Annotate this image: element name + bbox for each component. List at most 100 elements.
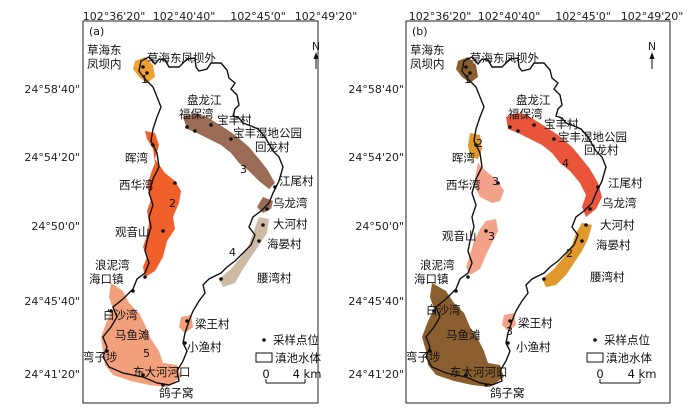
svg-text:4 km: 4 km (293, 367, 322, 381)
place-label: 草海东凤坝外 (470, 51, 539, 65)
svg-text:102°49'20": 102°49'20" (295, 10, 358, 23)
zone-2-fill-b (542, 223, 592, 287)
svg-text:102°45'0": 102°45'0" (230, 10, 286, 23)
svg-text:N: N (648, 40, 656, 53)
place-label: 晖湾 (125, 151, 148, 165)
place-label: 白沙湾 (426, 303, 461, 317)
zone-number: 3 (240, 163, 247, 176)
place-label: 西华湾 (446, 178, 481, 192)
sample-points (428, 65, 600, 387)
zone-number: 3 (488, 230, 495, 243)
svg-text:24°54'20": 24°54'20" (24, 151, 80, 164)
place-label: 大河村 (273, 217, 308, 231)
zone-1-fill (133, 57, 155, 83)
place-label: 小渔村 (516, 340, 551, 354)
place-label: 福保湾 (179, 107, 214, 121)
place-label: 马鱼滩 (446, 328, 481, 342)
legend: 采样点位 滇池水体 (586, 333, 652, 365)
place-label: 浪泥湾 (420, 258, 455, 272)
svg-text:N: N (312, 40, 320, 53)
zone-number: 4 (229, 246, 236, 259)
place-label: 东大河河口 (133, 365, 191, 379)
place-label: 大河村 (600, 218, 635, 232)
scale-bar: 0 4 km (596, 367, 657, 384)
svg-text:采样点位: 采样点位 (604, 333, 650, 347)
lon-ticks-b: 102°36'20" 102°40'40" 102°45'0" 102°49'2… (409, 10, 684, 23)
place-label: 弯子埗 (406, 350, 441, 364)
place-label: 宝丰湿地公园 (233, 126, 302, 140)
north-arrow: N (312, 40, 320, 69)
svg-text:24°54'20": 24°54'20" (348, 151, 404, 164)
svg-text:24°58'40": 24°58'40" (348, 83, 404, 96)
svg-text:24°50'0": 24°50'0" (31, 220, 80, 233)
svg-text:102°45'0": 102°45'0" (555, 10, 611, 23)
zone-5-fill (101, 283, 181, 387)
place-label: 晖湾 (452, 151, 475, 165)
place-label: 鸽子窝 (490, 386, 525, 400)
place-label: 观音山 (442, 229, 477, 243)
svg-text:102°40'40": 102°40'40" (153, 10, 216, 23)
svg-text:滇池水体: 滇池水体 (606, 351, 652, 365)
svg-text:24°41'20": 24°41'20" (24, 368, 80, 381)
zone-number: 4 (562, 157, 569, 170)
svg-text:24°41'20": 24°41'20" (348, 368, 404, 381)
place-label: 西华湾 (119, 178, 154, 192)
place-label: 鸽子窝 (159, 386, 194, 400)
zone-3-fill-b (466, 219, 498, 275)
zone-number: 3 (506, 325, 513, 338)
svg-text:24°58'40": 24°58'40" (24, 83, 80, 96)
place-label: 马鱼滩 (115, 328, 150, 342)
zone-number: 2 (476, 137, 483, 150)
zone-number: 1 (464, 73, 471, 86)
place-label: 凤坝内 (410, 57, 445, 71)
place-label: 江尾村 (608, 176, 643, 190)
place-label: 浪泥湾 (95, 258, 130, 272)
place-label: 凤坝内 (87, 57, 122, 71)
svg-text:滇池水体: 滇池水体 (275, 351, 321, 365)
place-label: 草海东凤坝外 (147, 51, 216, 65)
lat-ticks-a: 24°58'40" 24°54'20" 24°50'0" 24°45'40" 2… (24, 83, 80, 381)
svg-text:0: 0 (262, 367, 269, 381)
place-label: 弯子埗 (83, 350, 118, 364)
svg-text:24°45'40": 24°45'40" (24, 295, 80, 308)
place-label: 观音山 (115, 225, 150, 239)
zone-3-fill (183, 113, 275, 189)
place-label: 福保湾 (508, 107, 543, 121)
place-label: 宝丰湿地公园 (558, 130, 627, 144)
place-label: 腰湾村 (590, 270, 625, 284)
panel-label: (b) (412, 25, 428, 38)
place-label: 腰湾村 (257, 271, 292, 285)
svg-text:采样点位: 采样点位 (273, 333, 319, 347)
scale-bar: 0 4 km (262, 367, 322, 384)
svg-text:102°36'20": 102°36'20" (409, 10, 472, 23)
place-label: 宝丰村 (217, 113, 252, 127)
svg-text:102°40'40": 102°40'40" (478, 10, 541, 23)
place-label: 乌龙湾 (602, 196, 637, 210)
place-label: 草海东 (410, 43, 445, 57)
place-label: 白沙湾 (103, 308, 138, 322)
place-label: 梁王村 (195, 317, 230, 331)
place-label: 江尾村 (279, 174, 314, 188)
sample-points (105, 65, 277, 387)
zone-number: 2 (566, 247, 573, 260)
zone-number: 2 (169, 197, 176, 210)
place-label: 梁王村 (518, 316, 553, 330)
svg-text:24°45'40": 24°45'40" (348, 295, 404, 308)
zone-3-fill (474, 163, 504, 203)
svg-text:102°36'20": 102°36'20" (83, 10, 146, 23)
lon-ticks-a: 102°36'20" 102°40'40" 102°45'0" 102°49'2… (83, 10, 358, 23)
place-label: 盘龙江 (187, 93, 222, 107)
svg-text:0: 0 (596, 367, 603, 381)
place-label: 回龙村 (255, 140, 290, 154)
zone-number: 1 (141, 73, 148, 86)
svg-text:24°50'0": 24°50'0" (355, 220, 404, 233)
svg-text:4 km: 4 km (628, 367, 657, 381)
legend: 采样点位 滇池水体 (255, 333, 321, 365)
place-label: 宝丰村 (544, 117, 579, 131)
svg-text:102°49'20": 102°49'20" (621, 10, 684, 23)
zone-2-fill (143, 131, 181, 277)
place-label: 盘龙江 (516, 93, 551, 107)
place-label: 海晏村 (267, 237, 302, 251)
place-label: 海晏村 (596, 238, 631, 252)
